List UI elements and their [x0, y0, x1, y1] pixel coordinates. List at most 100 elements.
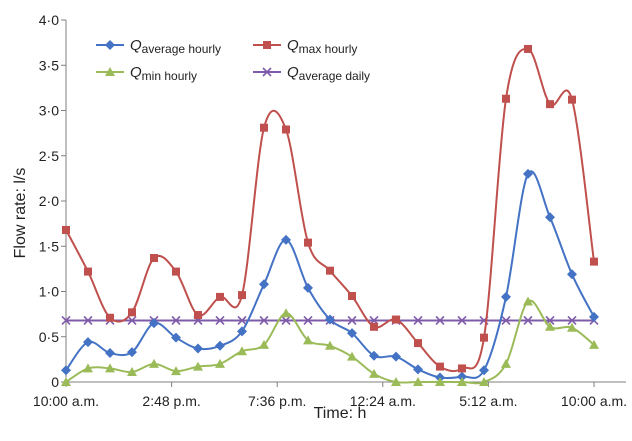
data-point-min-hourly	[567, 322, 577, 332]
data-point-min-hourly	[281, 308, 291, 318]
legend-label: Qaverage daily	[287, 64, 370, 83]
data-point-min-hourly	[149, 358, 159, 368]
data-point-min-hourly	[435, 377, 445, 386]
data-point-min-hourly	[457, 377, 467, 386]
data-point-max-hourly	[238, 291, 246, 300]
data-point-average-daily	[501, 315, 511, 326]
legend-item-min-hourly: Qmin hourly	[96, 64, 197, 83]
y-tick-label: 3·0	[39, 103, 59, 119]
x-tick-label: 10:00 a.m.	[33, 393, 99, 409]
data-point-average-hourly	[325, 314, 335, 325]
data-point-average-hourly	[523, 168, 533, 179]
data-point-average-hourly	[149, 318, 159, 329]
data-point-max-hourly	[282, 125, 290, 134]
x-tick-label: 12:24 a.m.	[350, 393, 416, 409]
x-axis-label: Time: h	[314, 405, 367, 422]
data-point-min-hourly	[479, 377, 489, 386]
data-point-average-hourly	[127, 347, 137, 358]
data-point-max-hourly	[304, 238, 312, 247]
data-point-max-hourly	[370, 322, 378, 331]
legend-swatch-marker	[105, 67, 115, 76]
data-point-max-hourly	[172, 267, 180, 276]
data-point-average-daily	[259, 315, 269, 326]
data-point-min-hourly	[83, 363, 93, 373]
data-point-average-hourly	[479, 365, 489, 376]
data-point-average-daily	[61, 315, 71, 326]
legend-item-average-daily: Qaverage daily	[253, 64, 370, 83]
data-point-max-hourly	[260, 123, 268, 132]
data-point-min-hourly	[501, 358, 511, 368]
series-max-hourly	[62, 44, 598, 373]
data-point-min-hourly	[545, 321, 555, 331]
data-point-average-hourly	[567, 269, 577, 280]
legend-item-average-hourly: Qaverage hourly	[96, 37, 221, 56]
data-point-max-hourly	[546, 100, 554, 109]
data-point-average-daily	[83, 315, 93, 326]
data-point-average-hourly	[413, 364, 423, 375]
data-point-average-hourly	[347, 328, 357, 339]
data-point-average-hourly	[589, 311, 599, 322]
data-point-min-hourly	[105, 363, 115, 373]
data-point-average-daily	[215, 315, 225, 326]
data-point-average-daily	[523, 315, 533, 326]
data-point-average-hourly	[501, 291, 511, 302]
legend-swatch-marker	[262, 67, 272, 77]
data-point-min-hourly	[391, 377, 401, 386]
legend-item-max-hourly: Qmax hourly	[253, 37, 357, 56]
x-tick-label: 5:12 a.m.	[459, 393, 517, 409]
data-point-min-hourly	[61, 377, 71, 386]
data-point-min-hourly	[259, 339, 269, 349]
data-point-average-hourly	[369, 350, 379, 361]
data-point-min-hourly	[171, 366, 181, 376]
legend: Qaverage hourly Qmax hourly Qmin hourly Qav…	[96, 37, 370, 83]
data-point-average-daily	[171, 315, 181, 326]
legend-label-subscript: average hourly	[142, 42, 221, 56]
data-point-average-hourly	[391, 351, 401, 362]
data-point-average-daily	[237, 315, 247, 326]
data-point-max-hourly	[150, 254, 158, 263]
data-point-max-hourly	[216, 292, 224, 301]
y-axis-ticks: 0 0·5 1·0 1·5 2·0 2·5 3·0 3·5 4·0	[39, 12, 66, 390]
legend-label-subscript: average daily	[299, 69, 370, 83]
data-point-max-hourly	[62, 225, 70, 234]
data-point-average-daily	[567, 315, 577, 326]
data-point-min-hourly	[215, 358, 225, 368]
data-point-min-hourly	[325, 340, 335, 350]
data-point-max-hourly	[128, 308, 136, 317]
series-min-hourly	[61, 296, 599, 386]
data-point-max-hourly	[194, 311, 202, 320]
data-point-max-hourly	[502, 94, 510, 103]
data-point-average-daily	[457, 315, 467, 326]
x-tick-label: 10:00 a.m.	[561, 393, 627, 409]
data-point-average-hourly	[61, 365, 71, 376]
y-tick-label: 2·0	[39, 193, 59, 209]
legend-swatch-marker	[263, 41, 271, 49]
legend-label: Qaverage hourly	[130, 37, 221, 56]
data-point-max-hourly	[392, 315, 400, 324]
data-point-average-hourly	[215, 340, 225, 351]
y-tick-label: 0	[51, 374, 59, 390]
x-tick-label: 7:36 p.m.	[248, 393, 306, 409]
data-point-min-hourly	[127, 367, 137, 377]
legend-label-symbol: Q	[287, 37, 299, 54]
data-point-max-hourly	[348, 292, 356, 301]
data-point-min-hourly	[369, 368, 379, 378]
y-tick-label: 3·5	[39, 57, 59, 73]
series-average-hourly	[61, 168, 599, 383]
legend-label-symbol: Q	[287, 64, 299, 81]
data-point-average-hourly	[193, 343, 203, 354]
data-point-min-hourly	[347, 351, 357, 361]
data-point-min-hourly	[303, 335, 313, 345]
y-tick-label: 0·5	[39, 329, 59, 345]
data-point-average-hourly	[457, 371, 467, 382]
data-point-average-hourly	[237, 326, 247, 337]
y-tick-label: 2·5	[39, 148, 59, 164]
data-point-average-hourly	[171, 332, 181, 343]
data-point-average-hourly	[545, 212, 555, 223]
legend-label-symbol: Q	[130, 37, 142, 54]
data-point-min-hourly	[237, 346, 247, 356]
data-point-min-hourly	[523, 296, 533, 306]
data-point-average-daily	[347, 315, 357, 326]
data-point-max-hourly	[326, 266, 334, 275]
series-line-max-hourly	[65, 47, 595, 373]
